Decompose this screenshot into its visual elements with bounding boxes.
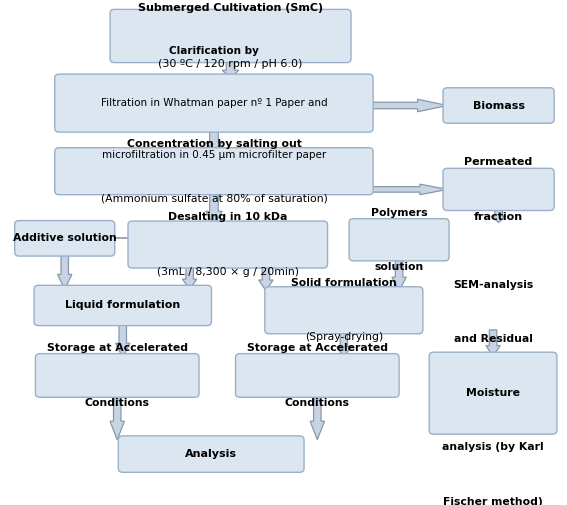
Text: Desalting in 10 kDa: Desalting in 10 kDa	[168, 213, 287, 222]
Text: Conditions: Conditions	[84, 397, 150, 408]
FancyBboxPatch shape	[265, 287, 423, 334]
FancyBboxPatch shape	[429, 352, 557, 434]
Text: (30 ºC / 120 rpm / pH 6.0): (30 ºC / 120 rpm / pH 6.0)	[158, 59, 303, 69]
Polygon shape	[110, 393, 124, 440]
Polygon shape	[206, 128, 222, 152]
Polygon shape	[392, 257, 407, 290]
FancyBboxPatch shape	[443, 88, 554, 123]
FancyBboxPatch shape	[235, 354, 399, 397]
Text: Analysis: Analysis	[185, 449, 237, 459]
Polygon shape	[269, 243, 323, 253]
Text: SEM-analysis: SEM-analysis	[453, 280, 533, 290]
Text: (3mL / 8,300 × g / 20min): (3mL / 8,300 × g / 20min)	[156, 267, 299, 277]
Polygon shape	[130, 240, 133, 249]
Text: Biomass: Biomass	[472, 100, 524, 111]
Text: fraction: fraction	[474, 212, 523, 222]
Text: Liquid formulation: Liquid formulation	[65, 300, 180, 311]
FancyBboxPatch shape	[55, 147, 373, 195]
FancyBboxPatch shape	[110, 10, 351, 63]
FancyBboxPatch shape	[119, 436, 304, 472]
Polygon shape	[183, 264, 197, 289]
Text: Moisture: Moisture	[466, 388, 520, 398]
Polygon shape	[337, 330, 351, 358]
Text: (Ammonium sulfate at 80% of saturation): (Ammonium sulfate at 80% of saturation)	[100, 193, 327, 204]
Polygon shape	[369, 99, 447, 112]
Polygon shape	[486, 330, 500, 356]
Text: Additive solution: Additive solution	[13, 233, 117, 243]
Polygon shape	[222, 59, 239, 78]
Polygon shape	[310, 393, 324, 440]
Polygon shape	[259, 264, 273, 290]
Text: (Spray-drying): (Spray-drying)	[304, 332, 383, 342]
Polygon shape	[206, 191, 222, 225]
FancyBboxPatch shape	[349, 219, 449, 261]
Polygon shape	[57, 252, 72, 289]
Text: Polymers: Polymers	[371, 208, 428, 218]
Text: Clarification by: Clarification by	[169, 46, 259, 56]
Polygon shape	[492, 207, 506, 223]
Text: analysis (by Karl: analysis (by Karl	[442, 442, 544, 452]
Text: Fischer method): Fischer method)	[443, 496, 543, 505]
Text: Filtration in Whatman paper nº 1 Paper and: Filtration in Whatman paper nº 1 Paper a…	[100, 98, 327, 108]
Text: Permeated: Permeated	[464, 157, 533, 167]
Text: Concentration by salting out: Concentration by salting out	[126, 139, 302, 149]
Text: Conditions: Conditions	[285, 397, 350, 408]
Polygon shape	[369, 184, 447, 195]
FancyBboxPatch shape	[55, 74, 373, 132]
Text: and Residual: and Residual	[454, 334, 532, 344]
FancyBboxPatch shape	[35, 354, 199, 397]
FancyBboxPatch shape	[34, 285, 211, 326]
Text: Solid formulation: Solid formulation	[291, 278, 397, 288]
Text: Submerged Cultivation (SmC): Submerged Cultivation (SmC)	[138, 3, 323, 13]
Text: microfiltration in 0.45 μm microfilter paper: microfiltration in 0.45 μm microfilter p…	[102, 150, 326, 160]
FancyBboxPatch shape	[128, 221, 328, 268]
Polygon shape	[116, 322, 130, 358]
FancyBboxPatch shape	[443, 168, 554, 211]
Text: Storage at Accelerated: Storage at Accelerated	[247, 343, 388, 354]
Text: Storage at Accelerated: Storage at Accelerated	[46, 343, 188, 354]
FancyBboxPatch shape	[15, 221, 115, 256]
Text: solution: solution	[374, 262, 424, 272]
